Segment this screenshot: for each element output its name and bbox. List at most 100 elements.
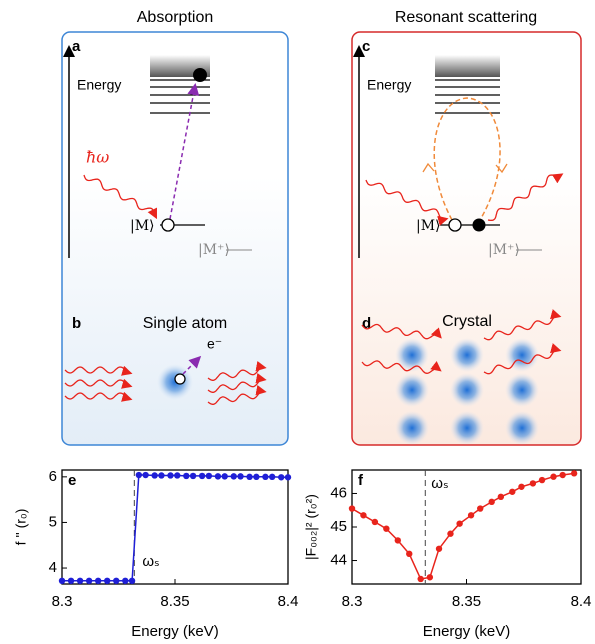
data-point [395,537,401,543]
x-tick-label: 8.3 [52,593,73,610]
atom [450,373,484,407]
ground-state: |M⟩ [130,218,155,234]
atom [450,338,484,372]
energy-label: Energy [77,77,121,93]
data-point [477,505,483,511]
ground-state: |M⟩ [416,218,441,234]
electron [193,68,207,82]
y-tick-label: 44 [330,551,347,568]
data-point [142,472,148,478]
data-point [206,473,212,479]
data-point [406,551,412,557]
data-point [95,578,101,584]
page: Absorption a Energy |M⟩ |M⁺⟩ ħω b Single… [0,0,595,644]
data-point [571,470,577,476]
ion-state: |M⁺⟩ [198,242,230,258]
y-tick-label: 46 [330,484,347,501]
figure: Absorption a Energy |M⟩ |M⁺⟩ ħω b Single… [0,0,595,644]
data-point [383,525,389,531]
y-tick-label: 4 [49,559,57,576]
y-tick-label: 6 [49,468,57,485]
x-tick-label: 8.3 [342,593,363,610]
data-point [77,578,83,584]
data-point [530,480,536,486]
panel-label: e [68,472,76,489]
data-point [199,473,205,479]
y-axis-label: f '' (r₀) [13,509,29,546]
data-point [488,499,494,505]
data-point [518,484,524,490]
data-point [190,473,196,479]
data-point [222,473,228,479]
data-point [550,474,556,480]
bottom-title: Crystal [442,313,492,330]
atom [395,338,429,372]
data-point [136,472,142,478]
data-point [129,578,135,584]
panel-title: Resonant scattering [395,9,537,26]
data-point [68,578,74,584]
data-point [59,578,65,584]
continuum [435,55,500,77]
hole [175,374,185,384]
data-point [372,519,378,525]
ion-state: |M⁺⟩ [488,242,520,258]
y-axis-label: |F₀₀₂|² (r₀²) [303,494,319,560]
data-point [436,546,442,552]
data-point [122,578,128,584]
data-point [113,578,119,584]
data-point [253,474,259,480]
data-point [215,473,221,479]
x-tick-label: 8.4 [278,593,299,610]
data-point [151,472,157,478]
hole [449,219,461,231]
data-point [262,474,268,480]
atom [505,338,539,372]
data-point [246,474,252,480]
panel-label: b [72,315,81,332]
y-tick-label: 45 [330,518,347,535]
data-point [468,512,474,518]
atom [157,364,193,400]
data-point [104,578,110,584]
data-point [174,472,180,478]
data-point [237,473,243,479]
data-point [418,576,424,582]
panel-label: a [72,38,81,55]
data-point [285,474,291,480]
energy-label: Energy [367,77,411,93]
data-point [158,472,164,478]
electron [473,219,486,232]
electron-label: e⁻ [207,336,222,352]
data-point [498,494,504,500]
panel-label: c [362,38,370,55]
x-axis-label: Energy (keV) [131,623,219,640]
data-point [183,473,189,479]
bottom-title: Single atom [143,315,228,332]
x-tick-label: 8.35 [160,593,189,610]
data-point [86,578,92,584]
atom [505,411,539,445]
data-point [349,505,355,511]
atom [450,411,484,445]
x-tick-label: 8.35 [452,593,481,610]
y-tick-label: 5 [49,513,57,530]
data-point [447,531,453,537]
atom [395,411,429,445]
x-axis-label: Energy (keV) [423,623,511,640]
data-point [167,472,173,478]
photon-label: ħω [86,148,109,167]
data-point [278,474,284,480]
atom [395,373,429,407]
data-point [456,520,462,526]
plot-frame [62,470,288,584]
data-point [360,512,366,518]
annotation: ωₛ [142,553,159,570]
hole [162,219,174,231]
atom [505,373,539,407]
data-point [509,489,515,495]
panel-title: Absorption [137,9,214,26]
annotation: ωₛ [431,475,448,492]
data-point [559,472,565,478]
data-point [427,574,433,580]
